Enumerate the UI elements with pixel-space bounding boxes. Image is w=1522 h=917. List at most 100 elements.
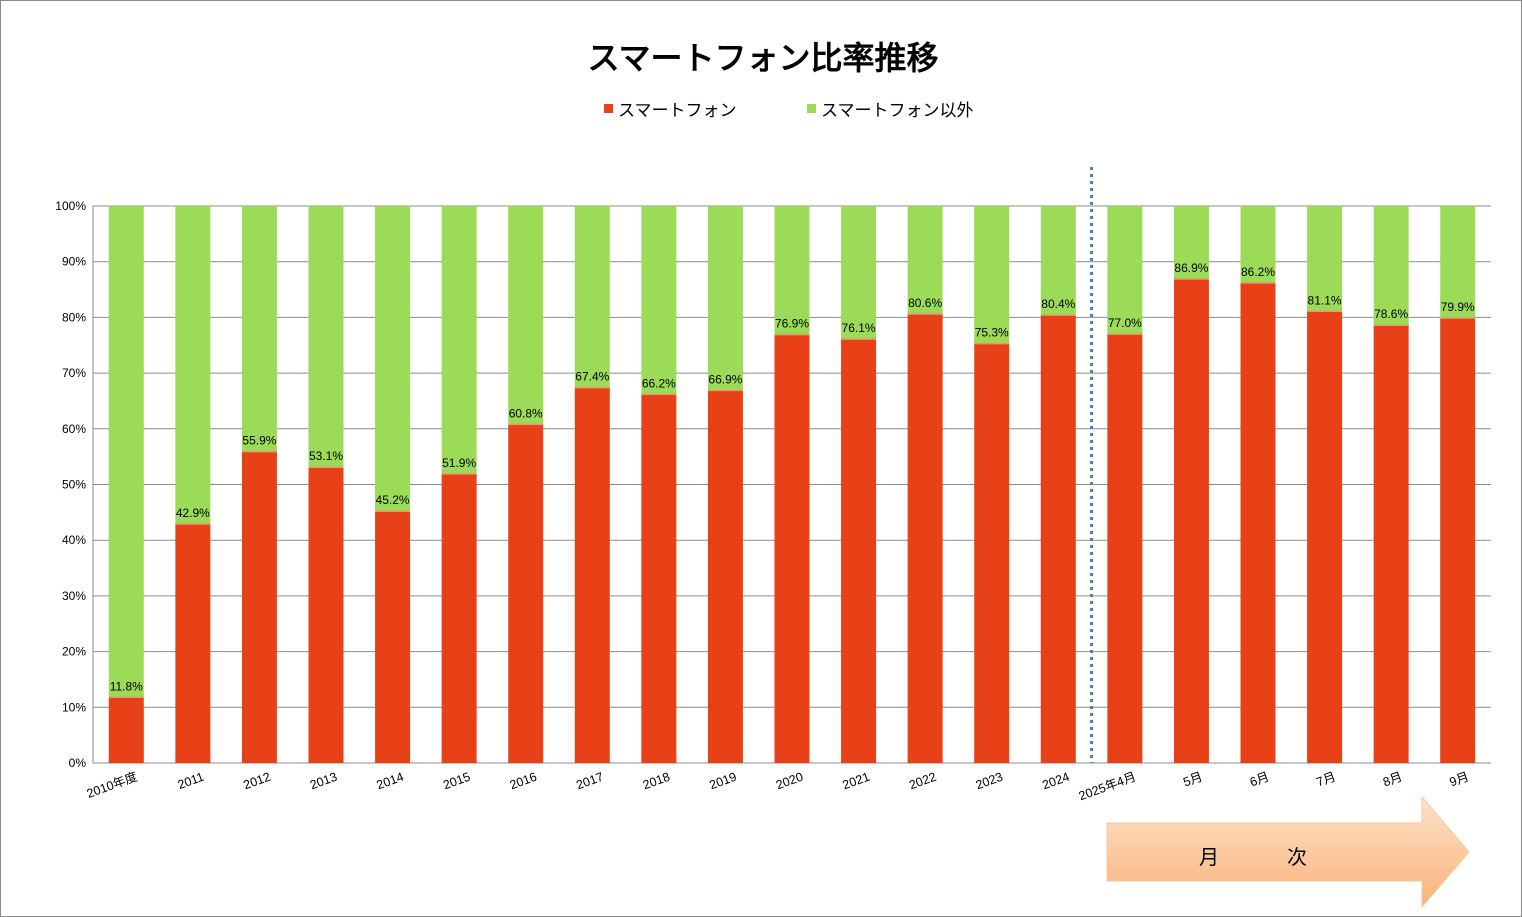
x-tick-label: 2020 [774, 770, 805, 793]
x-tick-label: 2025年4月 [1077, 770, 1138, 804]
data-label: 67.4% [575, 370, 609, 384]
bar-non-smartphone [1107, 206, 1143, 335]
x-tick-label: 2022 [907, 770, 938, 793]
data-label: 86.2% [1241, 265, 1275, 279]
bar-smartphone [1107, 334, 1143, 763]
y-tick-label: 100% [55, 199, 86, 213]
bar-non-smartphone [375, 206, 411, 512]
y-tick-label: 30% [62, 589, 86, 603]
bar-non-smartphone [508, 206, 544, 425]
data-label: 11.8% [110, 679, 143, 693]
data-label: 66.9% [708, 372, 742, 386]
y-tick-label: 90% [62, 255, 86, 269]
data-label: 86.9% [1174, 261, 1208, 275]
x-tick-label: 5月 [1181, 770, 1204, 790]
bar-non-smartphone [841, 206, 877, 340]
data-label: 45.2% [376, 493, 410, 507]
bar-non-smartphone [241, 206, 277, 452]
bar-smartphone [974, 343, 1010, 763]
data-label: 80.4% [1041, 297, 1075, 311]
data-label: 78.6% [1374, 307, 1408, 321]
monthly-arrow-shape [1106, 795, 1470, 909]
data-label: 42.9% [176, 506, 210, 520]
bar-smartphone [175, 524, 211, 763]
bar-smartphone [841, 339, 877, 763]
data-label: 80.6% [908, 296, 942, 310]
bar-smartphone [1307, 311, 1343, 763]
bar-non-smartphone [907, 206, 943, 315]
data-label: 77.0% [1108, 316, 1142, 330]
data-label: 51.9% [442, 456, 476, 470]
x-tick-label: 6月 [1248, 770, 1271, 790]
bar-non-smartphone [641, 206, 677, 395]
y-tick-label: 50% [62, 478, 86, 492]
bar-smartphone [1373, 325, 1409, 763]
data-label: 53.1% [309, 449, 343, 463]
bar-smartphone [508, 424, 544, 763]
bar-non-smartphone [1440, 206, 1476, 318]
y-tick-label: 20% [62, 645, 86, 659]
y-tick-label: 60% [62, 422, 86, 436]
x-tick-label: 2016 [508, 770, 539, 793]
data-label: 75.3% [975, 326, 1009, 340]
x-tick-label: 2010年度 [85, 769, 140, 801]
bar-non-smartphone [441, 206, 477, 474]
y-axis: 0% 10% 20% 30% 40% 50% 60% 70% 80% 90% 100% [55, 199, 94, 770]
x-tick-label: 2013 [308, 770, 339, 793]
y-tick-label: 40% [62, 533, 86, 547]
x-tick-label: 2012 [242, 770, 273, 793]
bars [108, 206, 1476, 763]
x-tick-label: 2011 [176, 770, 206, 792]
bar-non-smartphone [774, 206, 810, 335]
x-tick-label: 9月 [1448, 770, 1471, 790]
y-tick-label: 10% [62, 700, 86, 714]
bar-non-smartphone [1240, 206, 1276, 283]
bar-non-smartphone [108, 206, 144, 698]
bar-smartphone [1240, 282, 1276, 763]
bar-non-smartphone [707, 206, 743, 391]
data-labels: 11.8% 42.9% 55.9% 53.1% 45.2% 51.9% 60.8% 67.4%… [110, 261, 1475, 693]
data-label: 60.8% [509, 406, 543, 420]
bar-smartphone [1173, 278, 1209, 763]
bar-smartphone [707, 390, 743, 763]
x-tick-label: 2015 [441, 770, 472, 793]
x-tick-label: 2018 [641, 770, 672, 793]
bar-smartphone [441, 473, 477, 763]
bar-smartphone [774, 334, 810, 763]
x-tick-label: 7月 [1315, 770, 1338, 790]
x-axis: 2010年度 2011 2012 2013 2014 2015 2016 2017 2018 20… [85, 769, 1471, 804]
y-tick-label: 0% [69, 756, 87, 770]
data-label: 76.9% [775, 317, 809, 331]
legend-swatch-non-smartphone [807, 104, 816, 113]
bar-non-smartphone [974, 206, 1010, 344]
x-tick-label: 2014 [375, 770, 406, 793]
data-label: 76.1% [842, 321, 876, 335]
data-label: 79.9% [1441, 300, 1475, 314]
bar-non-smartphone [574, 206, 610, 388]
x-tick-label: 2017 [574, 770, 605, 793]
bar-smartphone [641, 394, 677, 763]
chart-title: スマートフォン比率推移 [587, 39, 938, 77]
y-tick-label: 70% [62, 366, 86, 380]
x-tick-label: 2019 [708, 770, 739, 793]
bar-smartphone [574, 387, 610, 763]
legend-label-smartphone: スマートフォン [618, 101, 737, 121]
y-tick-label: 80% [62, 310, 86, 324]
bar-smartphone [907, 314, 943, 763]
legend: スマートフォン スマートフォン以外 [604, 101, 974, 121]
bar-smartphone [308, 467, 344, 763]
bar-smartphone [1440, 317, 1476, 763]
legend-swatch-smartphone [604, 104, 613, 113]
x-tick-label: 2024 [1040, 770, 1071, 793]
bar-non-smartphone [1373, 206, 1409, 326]
bar-non-smartphone [175, 206, 211, 525]
legend-label-non-smartphone: スマートフォン以外 [821, 101, 974, 121]
data-label: 81.1% [1308, 293, 1342, 307]
bar-smartphone [241, 451, 277, 763]
bar-non-smartphone [308, 206, 344, 468]
data-label: 66.2% [642, 376, 676, 390]
x-tick-label: 2023 [974, 770, 1005, 793]
x-tick-label: 8月 [1381, 770, 1404, 790]
